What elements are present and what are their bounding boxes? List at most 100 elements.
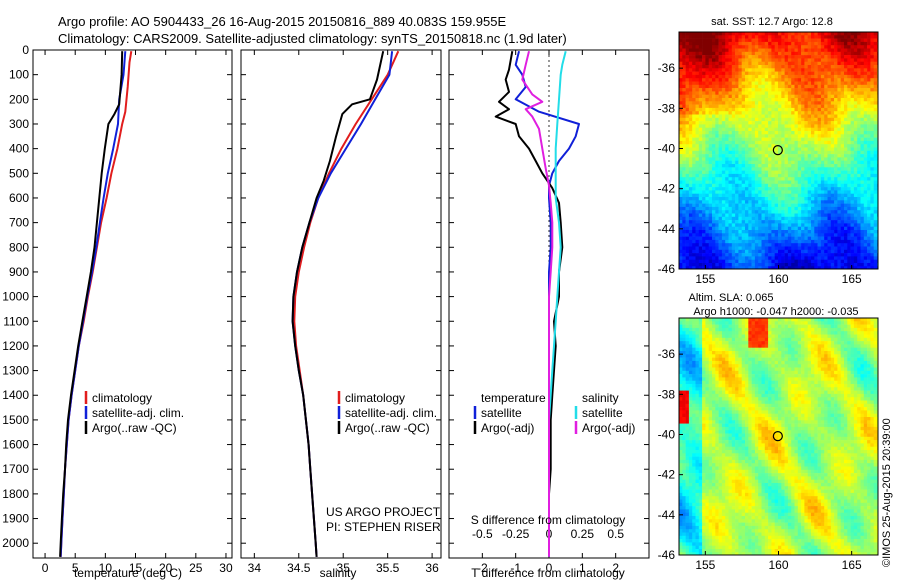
map-cell — [745, 193, 749, 198]
map-cell — [797, 55, 802, 59]
map-cell — [801, 263, 805, 267]
map-cell — [768, 213, 772, 218]
map-cell — [705, 170, 709, 175]
map-cell — [735, 41, 739, 46]
map-cell — [778, 200, 782, 204]
map-cell — [718, 249, 723, 254]
map-cell — [735, 140, 739, 145]
map-cell — [794, 167, 799, 171]
map-cell — [758, 164, 762, 168]
map-cell — [778, 65, 782, 69]
map-cell — [748, 104, 752, 109]
map-cell — [728, 71, 733, 76]
map-cell — [738, 334, 742, 339]
map-cell — [870, 78, 874, 82]
map-cell — [721, 243, 726, 247]
map-cell — [853, 246, 858, 251]
map-cell — [834, 239, 838, 244]
map-cell — [830, 167, 835, 171]
map-cell — [850, 35, 855, 39]
map-cell — [774, 58, 779, 62]
map-cell — [695, 32, 700, 36]
map-cell — [857, 101, 861, 105]
map-cell — [768, 98, 772, 102]
map-cell — [731, 334, 736, 339]
map-cell — [860, 216, 865, 221]
map-cell — [784, 114, 789, 119]
map-cell — [698, 183, 703, 188]
map-cell — [784, 256, 789, 260]
map-cell — [748, 249, 752, 254]
map-cell — [870, 193, 874, 198]
map-cell — [801, 187, 805, 191]
map-cell — [771, 327, 775, 332]
map-cell — [725, 78, 729, 82]
map-cell — [715, 48, 719, 53]
map-cell — [758, 134, 762, 138]
map-cell — [860, 114, 865, 119]
map-cell — [715, 164, 719, 168]
map-cell — [787, 216, 792, 221]
map-cell — [761, 38, 766, 43]
map-cell — [718, 45, 723, 49]
map-cell — [692, 104, 696, 109]
map-cell — [840, 327, 845, 332]
map-cell — [718, 150, 723, 155]
map-cell — [698, 88, 703, 92]
map-cell — [797, 78, 802, 82]
map-cell — [682, 253, 686, 257]
map-cell — [705, 190, 709, 194]
map-cell — [867, 164, 871, 168]
map-cell — [721, 74, 726, 79]
map-cell — [712, 74, 716, 79]
map-cell — [698, 216, 703, 221]
map-cell — [695, 331, 700, 335]
map-cell — [787, 98, 792, 102]
map-cell — [741, 55, 746, 59]
map-cell — [721, 81, 726, 86]
map-cell — [692, 65, 696, 69]
map-cell — [731, 98, 736, 102]
map-cell — [830, 173, 835, 178]
map-cell — [768, 180, 772, 185]
map-cell — [807, 32, 812, 36]
map-cell — [850, 197, 855, 201]
map-cell — [794, 193, 799, 198]
map-cell — [698, 324, 703, 329]
map-cell — [702, 147, 706, 152]
map-cell — [853, 147, 858, 152]
map-cell — [814, 180, 818, 185]
map-cell — [721, 48, 726, 53]
map-cell — [794, 111, 799, 115]
map-cell — [778, 38, 782, 43]
map-cell — [705, 183, 709, 188]
map-cell — [827, 91, 832, 95]
map-cell — [834, 213, 838, 218]
map-cell — [801, 41, 805, 46]
map-cell — [715, 210, 719, 214]
map-cell — [741, 223, 746, 227]
map-cell — [718, 331, 723, 335]
map-cell — [820, 177, 825, 181]
map-cell — [787, 104, 792, 109]
map-cell — [748, 154, 752, 158]
map-cell — [873, 246, 878, 251]
map-cell — [705, 74, 709, 79]
map-cell — [784, 183, 789, 188]
map-cell — [834, 177, 838, 181]
map-cell — [830, 150, 835, 155]
map-cell — [781, 74, 785, 79]
map-cell — [721, 253, 726, 257]
map-cell — [705, 197, 709, 201]
map-cell — [748, 223, 752, 227]
map-cell — [824, 150, 828, 155]
map-cell — [840, 187, 845, 191]
map-cell — [731, 111, 736, 115]
map-cell — [784, 84, 789, 89]
map-cell — [682, 213, 686, 218]
map-cell — [692, 226, 696, 231]
map-cell — [853, 253, 858, 257]
map-cell — [728, 253, 733, 257]
salinity-xlabel: salinity — [320, 566, 357, 580]
map-cell — [867, 321, 871, 325]
